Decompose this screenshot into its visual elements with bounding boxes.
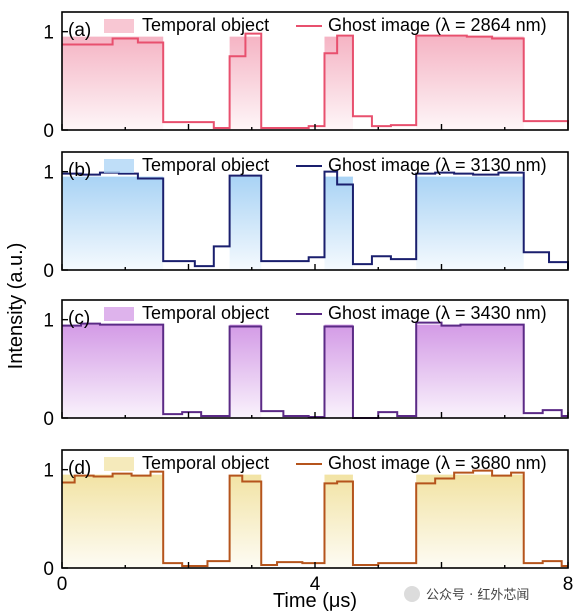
panel-label: (a) bbox=[68, 20, 91, 41]
panel-label: (d) bbox=[68, 458, 91, 479]
legend-label-ghost-image: Ghost image (λ = 3680 nm) bbox=[328, 453, 547, 473]
legend-swatch-temporal-object bbox=[104, 307, 134, 321]
y-tick-label: 1 bbox=[43, 311, 54, 332]
x-tick-label: 4 bbox=[310, 574, 321, 595]
panel-3: 0 1 0 4 8 (d) Temporal object Ghost image (λ = … bbox=[43, 449, 574, 595]
y-axis-label: Intensity (a.u.) bbox=[5, 243, 27, 370]
legend-swatch-temporal-object bbox=[104, 159, 134, 173]
legend-swatch-temporal-object bbox=[104, 19, 134, 33]
panels-group: 0 1 (a) Temporal object Ghost image (λ = 286… bbox=[43, 11, 574, 595]
temporal-object-area bbox=[62, 176, 568, 270]
legend-label-ghost-image: Ghost image (λ = 2864 nm) bbox=[328, 15, 547, 35]
legend-label-temporal-object: Temporal object bbox=[142, 453, 269, 473]
legend-label-ghost-image: Ghost image (λ = 3130 nm) bbox=[328, 155, 547, 175]
y-tick-label: 0 bbox=[43, 261, 54, 282]
legend-label-temporal-object: Temporal object bbox=[142, 15, 269, 35]
y-tick-label: 1 bbox=[43, 163, 54, 184]
legend-label-ghost-image: Ghost image (λ = 3430 nm) bbox=[328, 303, 547, 323]
x-axis-label: Time (μs) bbox=[273, 590, 357, 612]
legend-label-temporal-object: Temporal object bbox=[142, 303, 269, 323]
y-tick-label: 0 bbox=[43, 121, 54, 142]
x-tick-label: 8 bbox=[563, 574, 574, 595]
panel-1: 0 1 (b) Temporal object Ghost image (λ = 313… bbox=[43, 151, 569, 282]
ghost-image-line bbox=[62, 170, 569, 270]
watermark: 公众号 · 红外芯闻 bbox=[404, 586, 529, 603]
legend-label-temporal-object: Temporal object bbox=[142, 155, 269, 175]
panel-0: 0 1 (a) Temporal object Ghost image (λ = 286… bbox=[43, 11, 569, 142]
x-tick-label: 0 bbox=[57, 574, 68, 595]
y-tick-label: 1 bbox=[43, 461, 54, 482]
ghost-image-line bbox=[62, 32, 569, 130]
y-tick-label: 1 bbox=[43, 23, 54, 44]
panel-label: (c) bbox=[68, 308, 90, 329]
temporal-object-area bbox=[62, 36, 568, 131]
y-tick-label: 0 bbox=[43, 559, 54, 580]
panel-label: (b) bbox=[68, 160, 91, 181]
y-tick-label: 0 bbox=[43, 409, 54, 430]
wechat-logo-icon bbox=[404, 586, 420, 602]
temporal-object-area bbox=[62, 474, 568, 568]
ghost-image-line bbox=[62, 321, 568, 419]
panel-2: 0 1 (c) Temporal object Ghost image (λ = 343… bbox=[43, 299, 569, 430]
legend-swatch-temporal-object bbox=[104, 457, 134, 471]
watermark-text: 公众号 · 红外芯闻 bbox=[426, 587, 529, 603]
temporal-object-area bbox=[62, 324, 568, 418]
ghost-image-line bbox=[62, 469, 568, 568]
